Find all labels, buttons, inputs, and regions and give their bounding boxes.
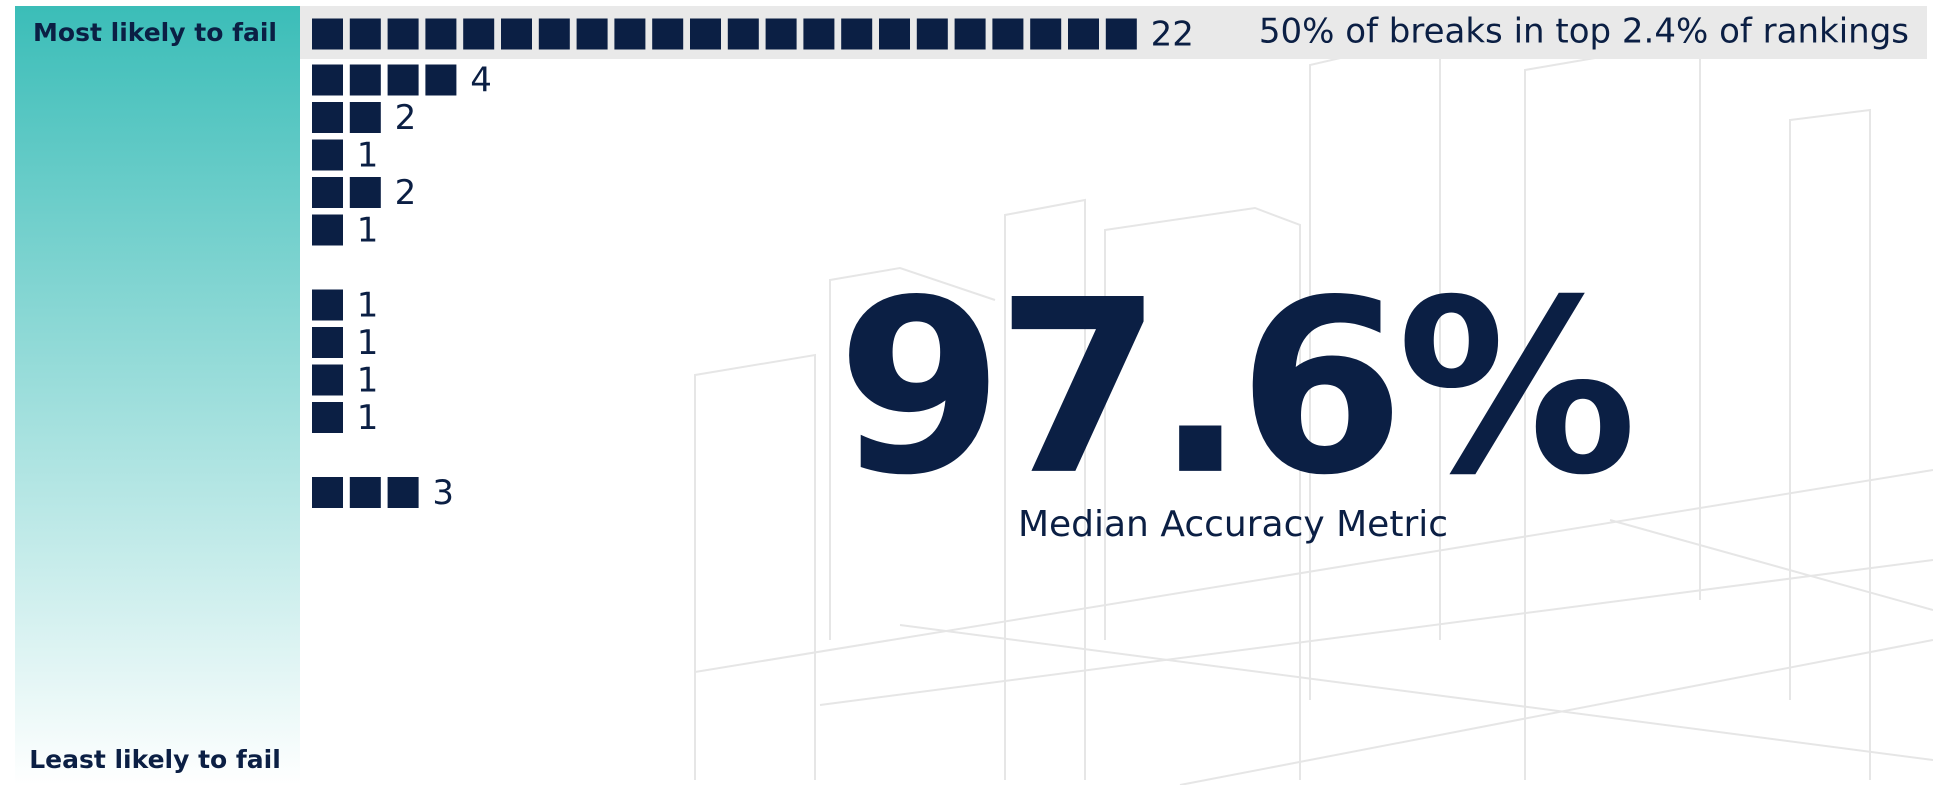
top-label: Most likely to fail (33, 18, 277, 47)
unit-square (312, 402, 343, 433)
unit-square (312, 18, 343, 50)
unit-square (501, 18, 532, 50)
unit-square (425, 64, 457, 96)
count-label: 22 (1151, 15, 1194, 55)
count-label: 3 (432, 473, 454, 513)
unit-square (349, 64, 381, 96)
count-label: 1 (357, 286, 379, 326)
unit-square (312, 64, 343, 96)
annotation: 50% of breaks in top 2.4% of rankings (1259, 12, 1909, 52)
unit-square (312, 139, 343, 171)
unit-square (349, 18, 381, 50)
count-label: 2 (395, 173, 417, 213)
unit-square (727, 18, 759, 50)
unit-square (614, 18, 646, 50)
unit-square (387, 477, 419, 508)
unit-square (425, 18, 457, 50)
unit-square (652, 18, 684, 50)
unit-square (954, 18, 986, 50)
count-label: 1 (357, 361, 379, 401)
unit-square (312, 214, 343, 246)
unit-square (916, 18, 948, 50)
unit-square (803, 18, 835, 50)
count-label: 1 (357, 136, 379, 176)
headline-caption: Median Accuracy Metric (1018, 504, 1448, 545)
unit-square (349, 102, 381, 133)
count-label: 1 (357, 323, 379, 363)
unit-square (992, 18, 1024, 50)
unit-square (841, 18, 873, 50)
count-label: 1 (357, 398, 379, 438)
unit-square (1068, 18, 1099, 50)
headline: 97.6% (837, 248, 1630, 528)
unit-square (312, 477, 343, 508)
unit-square (765, 18, 797, 50)
unit-square (576, 18, 608, 50)
count-label: 2 (395, 98, 417, 138)
unit-square (349, 477, 381, 508)
unit-square (312, 364, 343, 396)
count-label: 1 (357, 211, 379, 251)
unit-square (690, 18, 721, 50)
unit-square (1105, 18, 1137, 50)
unit-square (1030, 18, 1062, 50)
unit-square (312, 327, 343, 358)
rank-gradient (15, 6, 300, 785)
unit-square (879, 18, 910, 50)
count-label: 4 (470, 61, 492, 101)
unit-square (463, 18, 495, 50)
unit-square (538, 18, 570, 50)
unit-square (312, 289, 343, 321)
unit-square (349, 177, 381, 208)
unit-square (387, 18, 419, 50)
unit-square (312, 177, 343, 208)
unit-square (387, 64, 419, 96)
unit-square (312, 102, 343, 133)
bottom-label: Least likely to fail (29, 745, 281, 774)
